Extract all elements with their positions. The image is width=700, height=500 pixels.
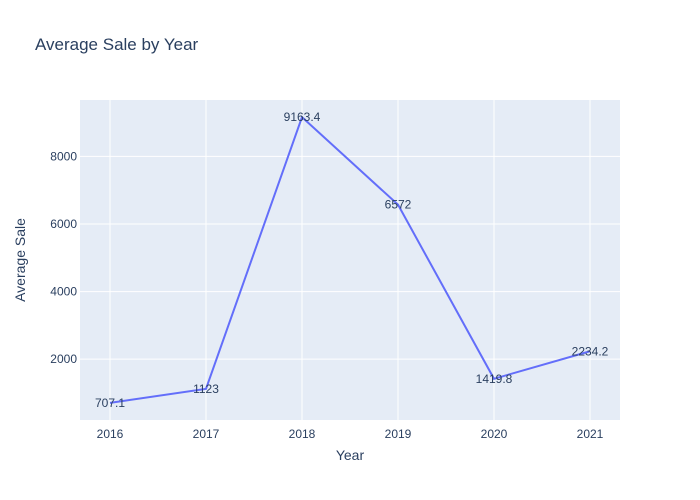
x-tick-label: 2017 [193,427,220,441]
x-axis-title: Year [336,447,365,463]
data-label: 1419.8 [476,372,513,386]
x-tick-label: 2020 [481,427,508,441]
y-axis-title: Average Sale [12,218,28,302]
x-tick-label: 2021 [577,427,604,441]
data-label: 1123 [193,382,219,396]
x-tick-label: 2018 [289,427,316,441]
data-label: 707.1 [95,396,125,410]
data-labels: 707.1 1123 9163.4 6572 1419.8 2234.2 [95,110,609,410]
x-tick-label: 2016 [97,427,124,441]
data-label: 2234.2 [572,344,609,358]
chart-title: Average Sale by Year [35,35,199,54]
grid [80,100,620,420]
data-label: 6572 [385,198,412,212]
x-tick-label: 2019 [385,427,412,441]
y-tick-label: 6000 [50,217,77,231]
y-tick-label: 8000 [50,149,77,163]
series-line [109,115,591,404]
series-layer [109,115,591,404]
y-tick-label: 4000 [50,285,77,299]
y-axis-ticks: 2000 4000 6000 8000 [50,149,77,366]
x-axis-ticks: 2016 2017 2018 2019 2020 2021 [97,427,604,441]
plot-area [80,100,620,420]
y-tick-label: 2000 [50,352,77,366]
data-label: 9163.4 [284,110,321,124]
